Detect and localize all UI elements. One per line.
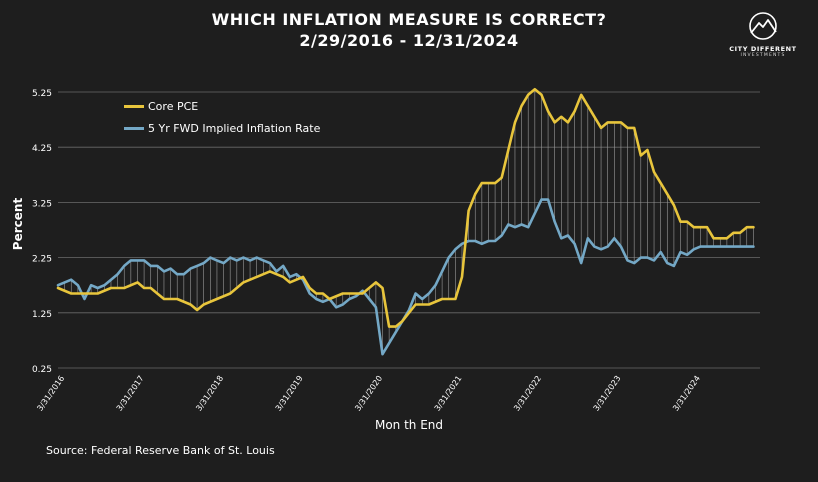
x-tick-label: 3/31/2020 bbox=[353, 374, 384, 413]
source-note: Source: Federal Reserve Bank of St. Loui… bbox=[46, 444, 275, 457]
logo-name: CITY DIFFERENT bbox=[729, 45, 797, 53]
logo-subtitle: INVESTMENTS bbox=[740, 53, 786, 58]
x-tick-label: 3/31/2023 bbox=[592, 374, 623, 413]
legend-item-core-pce: Core PCE bbox=[124, 98, 198, 114]
chart-title: WHICH INFLATION MEASURE IS CORRECT? bbox=[211, 10, 607, 29]
chart-subtitle: 2/29/2016 - 12/31/2024 bbox=[299, 31, 519, 50]
mountain-logo-icon bbox=[749, 12, 777, 40]
y-tick-label: 1.25 bbox=[32, 310, 52, 320]
x-tick-label: 3/31/2024 bbox=[671, 374, 702, 413]
y-tick-label: 0.25 bbox=[32, 365, 52, 375]
y-tick-label: 3.25 bbox=[32, 199, 52, 209]
brand-logo: CITY DIFFERENT INVESTMENTS bbox=[728, 12, 798, 58]
x-tick-label: 3/31/2021 bbox=[433, 374, 464, 413]
x-tick-label: 3/31/2019 bbox=[274, 374, 305, 413]
series-line-core-pce bbox=[56, 87, 755, 328]
x-axis-label: Mon th End bbox=[374, 418, 444, 432]
x-tick-label: 3/31/2016 bbox=[35, 374, 66, 413]
legend-label: 5 Yr FWD Implied Inflation Rate bbox=[148, 121, 321, 135]
y-tick-label: 4.25 bbox=[32, 144, 52, 154]
legend-swatch bbox=[124, 126, 144, 130]
legend-label: Core PCE bbox=[148, 99, 199, 113]
x-tick-label: 3/31/2022 bbox=[512, 374, 543, 413]
y-axis-label: Percent bbox=[11, 197, 25, 251]
x-tick-label: 3/31/2017 bbox=[115, 374, 146, 413]
x-tick-label: 3/31/2018 bbox=[194, 374, 225, 413]
legend-swatch bbox=[124, 104, 144, 108]
series-line-5yr-fwd-inflation bbox=[56, 198, 755, 356]
y-tick-label: 5.25 bbox=[32, 89, 52, 99]
y-tick-label: 2.25 bbox=[32, 255, 52, 265]
legend-item-5yr-fwd-inflation: 5 Yr FWD Implied Inflation Rate bbox=[124, 120, 320, 136]
